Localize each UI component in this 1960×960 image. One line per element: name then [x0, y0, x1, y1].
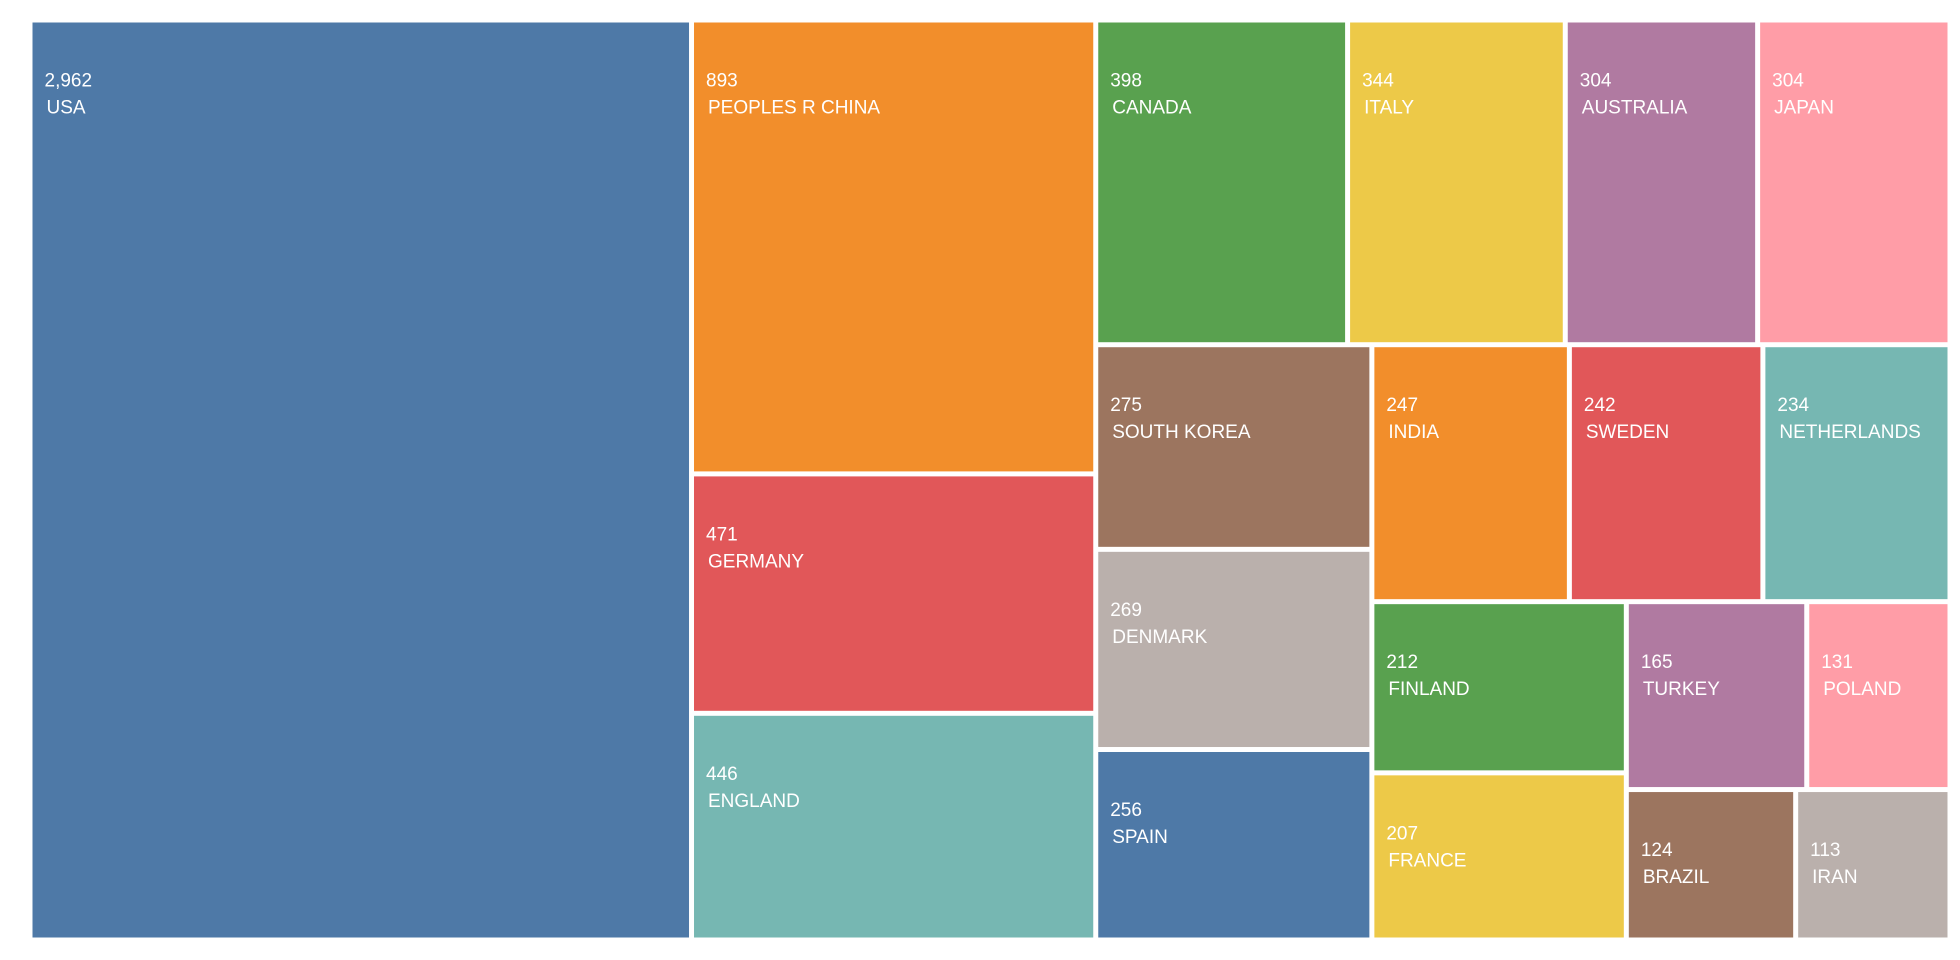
cell-name-label: GERMANY [708, 551, 804, 572]
cell-value-label: 234 [1777, 395, 1809, 416]
cell-name-label: BRAZIL [1643, 867, 1710, 888]
treemap-cell [694, 476, 1094, 711]
cell-value-label: 275 [1110, 395, 1142, 416]
cell-value-label: 893 [706, 71, 738, 92]
treemap-cell [1350, 22, 1563, 343]
cell-value-label: 256 [1110, 800, 1142, 821]
cell-name-label: SPAIN [1112, 827, 1168, 848]
cell-name-label: IRAN [1812, 867, 1857, 888]
cell-name-label: JAPAN [1774, 98, 1834, 119]
cell-value-label: 398 [1110, 71, 1142, 92]
treemap-cell [1760, 22, 1948, 343]
treemap-cell [1628, 604, 1805, 788]
cell-value-label: 304 [1580, 71, 1612, 92]
cell-value-label: 471 [706, 524, 738, 545]
cell-name-label: AUSTRALIA [1582, 98, 1688, 119]
cell-value-label: 124 [1641, 840, 1673, 861]
cell-value-label: 165 [1641, 652, 1673, 673]
cell-value-label: 2,962 [45, 71, 93, 92]
treemap-cell [1098, 551, 1370, 748]
cell-value-label: 446 [706, 764, 738, 785]
treemap-cell [1798, 792, 1948, 938]
cell-value-label: 304 [1772, 71, 1804, 92]
treemap-cell [1374, 604, 1624, 771]
treemap-cell [1098, 752, 1370, 938]
cell-name-label: NETHERLANDS [1779, 422, 1920, 443]
cell-name-label: POLAND [1823, 679, 1901, 700]
cell-name-label: CANADA [1112, 98, 1192, 119]
cell-name-label: USA [47, 98, 86, 119]
treemap-cell [1628, 792, 1794, 938]
treemap-cell [694, 715, 1094, 938]
cell-value-label: 212 [1386, 652, 1418, 673]
cell-name-label: INDIA [1388, 422, 1439, 443]
cell-value-label: 113 [1810, 840, 1840, 861]
treemap-cell [694, 22, 1094, 472]
cell-name-label: DENMARK [1112, 627, 1207, 648]
cell-value-label: 247 [1386, 395, 1418, 416]
treemap-cell [1098, 22, 1346, 343]
treemap-cell [1571, 347, 1761, 600]
cell-name-label: PEOPLES R CHINA [708, 98, 880, 119]
cell-name-label: FRANCE [1388, 850, 1466, 871]
cell-name-label: SOUTH KOREA [1112, 422, 1251, 443]
treemap-cell [1765, 347, 1948, 600]
cell-name-label: ITALY [1364, 98, 1414, 119]
cell-name-label: ENGLAND [708, 791, 800, 812]
cell-name-label: FINLAND [1388, 679, 1469, 700]
cell-value-label: 344 [1362, 71, 1394, 92]
cell-value-label: 269 [1110, 600, 1142, 621]
cell-value-label: 207 [1386, 823, 1418, 844]
treemap-cell [1098, 347, 1370, 547]
cell-value-label: 131 [1821, 652, 1853, 673]
cell-name-label: SWEDEN [1586, 422, 1669, 443]
cell-name-label: TURKEY [1643, 679, 1720, 700]
cell-value-label: 242 [1584, 395, 1616, 416]
treemap-cell [1374, 775, 1624, 938]
treemap-cell [32, 22, 690, 938]
treemap-cell [1809, 604, 1948, 788]
treemap-cell [1374, 347, 1567, 600]
treemap-cell [1567, 22, 1756, 343]
